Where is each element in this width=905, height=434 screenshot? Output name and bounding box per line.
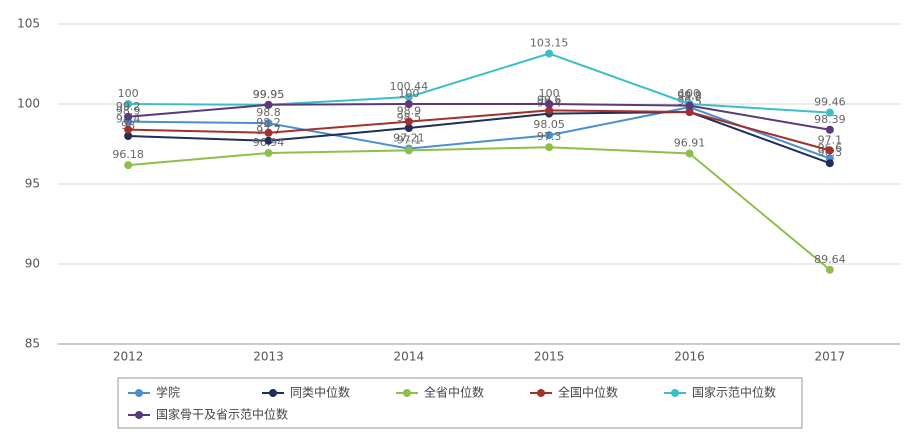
y-tick-label: 95: [25, 177, 40, 191]
data-label: 96.18: [112, 148, 144, 161]
legend-label: 同类中位数: [290, 385, 350, 400]
point: [124, 112, 133, 121]
data-label: 98.9: [116, 105, 141, 118]
point: [545, 100, 554, 108]
point: [124, 132, 133, 140]
point: [825, 108, 834, 117]
x-tick-label: 2012: [113, 350, 144, 364]
x-tick-label: 2017: [815, 350, 846, 364]
point: [124, 125, 133, 134]
point: [545, 106, 554, 115]
point: [685, 108, 694, 116]
data-label: 100: [118, 87, 139, 100]
series-line: [128, 109, 831, 152]
point: [264, 119, 273, 128]
legend-label: 国家示范中位数: [692, 385, 776, 400]
point: [685, 149, 694, 158]
legend-box: [117, 377, 803, 429]
point: [545, 143, 554, 152]
data-label: 100: [398, 87, 419, 100]
data-label: 97.3: [537, 130, 562, 143]
x-tick-label: 2015: [534, 350, 565, 364]
point: [825, 265, 834, 274]
x-tick-label: 2013: [253, 350, 284, 364]
data-label: 97.21: [393, 132, 425, 145]
point: [264, 136, 273, 145]
point: [825, 125, 834, 134]
legend-label: 全国中位数: [558, 385, 618, 400]
x-tick-label: 2014: [394, 350, 425, 364]
data-label: 100: [679, 87, 700, 100]
legend-label: 全省中位数: [424, 385, 484, 400]
series-line: [128, 52, 830, 114]
legend-marker: [135, 411, 143, 419]
data-label: 99.8: [677, 90, 702, 103]
data-label: 97.1: [818, 133, 843, 146]
legend-label: 国家骨干及省示范中位数: [156, 407, 288, 422]
data-label: 96.94: [253, 136, 285, 149]
y-tick-label: 90: [25, 257, 40, 271]
series-line: [128, 110, 831, 165]
data-label: 100: [539, 87, 560, 100]
series-line: [128, 103, 831, 131]
y-tick-label: 100: [17, 97, 40, 111]
data-label: 100.44: [390, 80, 429, 93]
series-line: [128, 146, 831, 271]
legend-marker: [671, 389, 679, 397]
point: [825, 146, 834, 155]
point: [685, 101, 694, 110]
point: [404, 92, 413, 101]
point: [404, 146, 413, 155]
legend-marker: [135, 389, 143, 397]
data-label: 99.9: [677, 89, 702, 102]
data-label: 98.8: [256, 106, 281, 119]
point: [264, 148, 273, 157]
legend-marker: [269, 389, 277, 397]
data-label: 98.9: [397, 105, 422, 118]
data-label: 99.46: [814, 96, 846, 109]
point: [404, 124, 413, 132]
data-label: 97.1: [397, 133, 422, 146]
data-label: 98.39: [814, 113, 846, 126]
y-tick-label: 105: [17, 17, 40, 31]
point: [264, 100, 273, 109]
point: [124, 161, 133, 170]
legend-marker: [537, 389, 545, 397]
data-label: 99.95: [253, 88, 285, 101]
x-tick-label: 2016: [674, 350, 705, 364]
point: [404, 117, 413, 126]
data-label: 98.05: [533, 118, 565, 131]
data-label: 99.95: [253, 88, 285, 101]
point: [825, 159, 834, 168]
data-label: 103.15: [530, 37, 569, 50]
point: [545, 49, 554, 58]
point: [404, 100, 413, 108]
point: [264, 128, 273, 137]
point: [545, 131, 554, 140]
y-tick-label: 85: [25, 337, 40, 351]
legend-label: 学院: [156, 385, 180, 400]
data-label: 96.91: [674, 136, 706, 149]
data-label: 98.2: [256, 116, 281, 129]
data-label: 99.2: [116, 100, 141, 113]
point: [124, 100, 133, 108]
data-label: 89.64: [814, 253, 846, 266]
legend-marker: [403, 389, 411, 397]
series-line: [128, 106, 831, 160]
